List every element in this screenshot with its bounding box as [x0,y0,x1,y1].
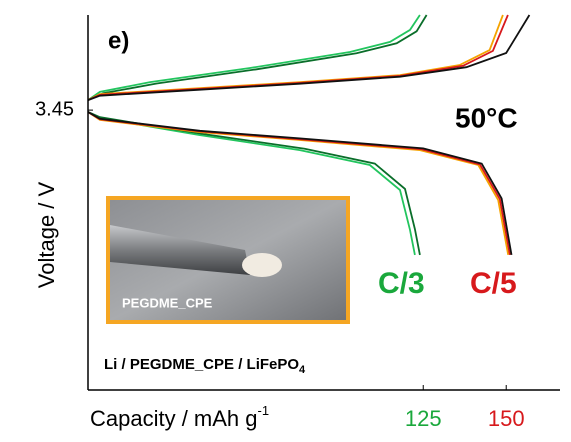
voltage-curve [87,111,513,256]
voltage-curve [87,14,504,101]
rate-label: C/5 [470,267,517,300]
y-tick-label: 3.45 [35,98,74,120]
chart-title: e) [108,27,129,54]
y-axis-label: Voltage / V [34,181,59,288]
voltage-curve [87,14,428,101]
x-label-sup: -1 [258,403,270,418]
x-label-text: Capacity / mAh g [90,406,258,431]
inset-rod [110,225,250,275]
cell-text: Li / PEGDME_CPE / LiFePO [104,356,299,373]
inset-photo: PEGDME_CPE [106,196,350,324]
x-tick-label: 125 [405,406,442,431]
temperature-label: 50°C [455,102,518,133]
voltage-curve [87,14,509,101]
cell-label: Li / PEGDME_CPE / LiFePO4 [104,356,306,376]
voltage-curve [87,14,531,101]
x-tick-label: 150 [488,406,525,431]
cell-subscript: 4 [299,364,306,376]
x-axis-label: Capacity / mAh g-1 [90,403,269,430]
inset-label: PEGDME_CPE [122,295,213,310]
rate-label: C/3 [378,267,425,300]
voltage-curve [87,14,421,101]
inset-disc [242,253,282,277]
